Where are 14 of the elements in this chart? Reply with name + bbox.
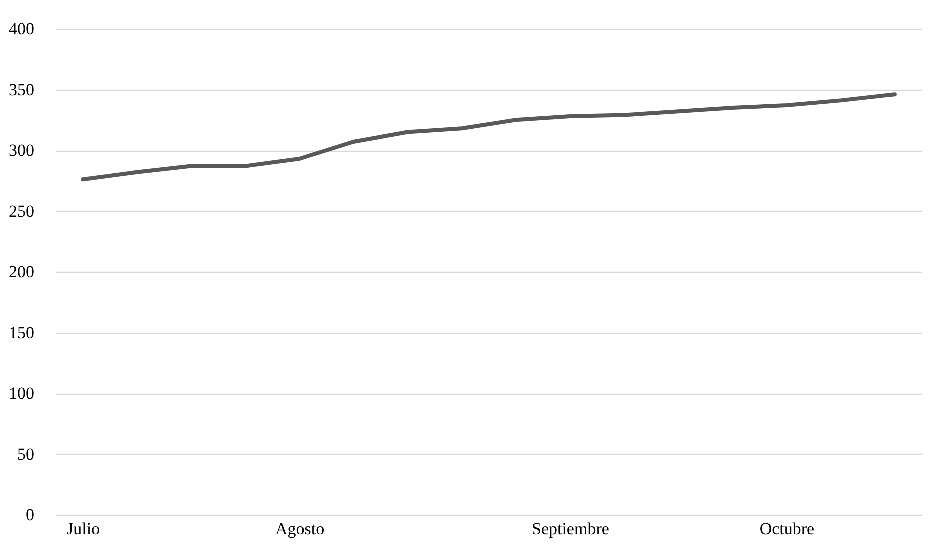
y-tick-label: 150 xyxy=(9,323,34,342)
y-tick-label: 250 xyxy=(9,202,34,221)
y-tick-label: 300 xyxy=(9,141,34,160)
y-tick-label: 0 xyxy=(26,506,34,524)
y-tick-label: 50 xyxy=(18,444,34,464)
y-tick-label: 350 xyxy=(9,80,34,100)
x-tick-label: Octubre xyxy=(760,520,815,538)
y-tick-label: 400 xyxy=(9,20,34,38)
y-tick-label: 100 xyxy=(9,384,34,403)
x-tick-label: Julio xyxy=(67,520,100,538)
y-tick-label: 200 xyxy=(9,262,34,282)
line-series xyxy=(81,92,897,182)
x-tick-label: Septiembre xyxy=(532,520,610,538)
x-tick-label: Agosto xyxy=(276,520,325,538)
